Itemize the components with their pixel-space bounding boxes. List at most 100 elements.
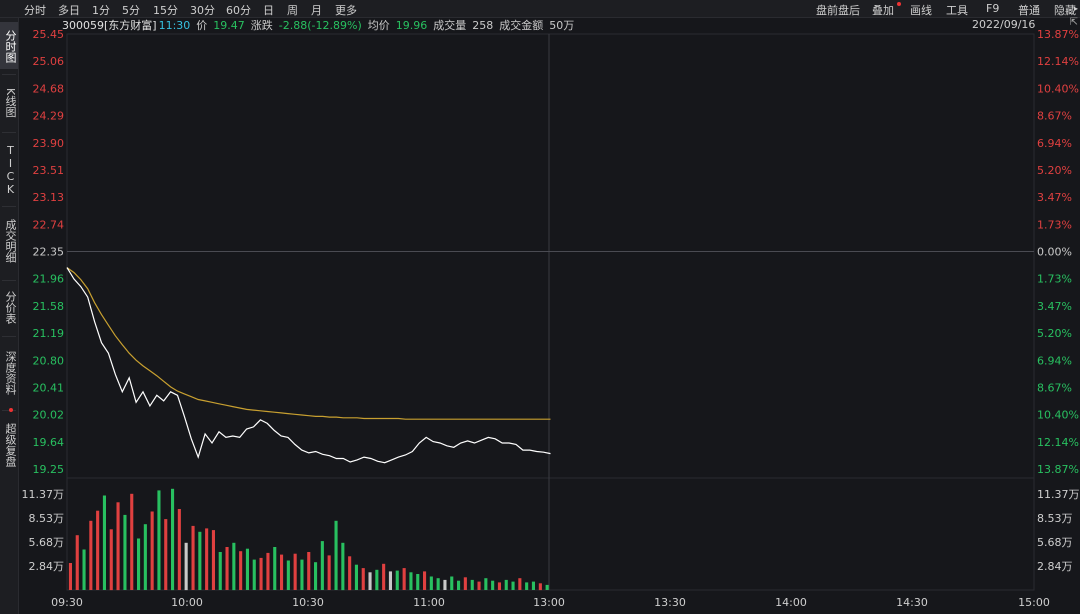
toolbar-item-hide[interactable]: 隐藏 [1054,4,1076,17]
sidebar-item-kline[interactable]: K线图 [4,88,17,118]
volume-bar [300,559,304,590]
toolbar-item-60min[interactable]: 60分 [226,4,251,17]
volume-bar [477,581,481,590]
sidebar-item-super-replay[interactable]: 超级复盘 [4,423,17,467]
volume-bar [307,552,311,590]
toolbar-item-draw[interactable]: 画线 [910,4,932,17]
volume-bar [484,578,488,590]
avg-label: 均价 [367,19,390,32]
volume-bar [368,572,372,590]
toolbar-item-prepost[interactable]: 盘前盘后 [816,4,860,17]
volume-bar [239,551,243,590]
expand-icon[interactable]: ⇱ [1069,17,1078,28]
volume-bar [361,568,365,590]
toolbar-item-f9[interactable]: F9 [986,2,1000,15]
volume-bar [96,510,100,590]
y-tick-left: 23.90 [33,137,65,150]
chevron-right-icon[interactable]: ▸ [1074,4,1079,13]
price-line [66,267,551,464]
y-tick-left: 21.58 [33,300,65,313]
y-tick-right: 5.20% [1037,164,1072,177]
volume-bar [218,552,222,590]
volume-bar [545,584,549,590]
sidebar-item-tick[interactable]: TICK [4,144,17,196]
toolbar-item-overlay[interactable]: 叠加 [872,4,894,17]
toolbar-item-30min[interactable]: 30分 [190,4,215,17]
y-tick-left: 20.80 [33,354,65,367]
volume-bar [436,578,440,590]
volume-tick-right: 5.68万 [1037,536,1073,549]
volume-bar [109,529,113,591]
volume-bar [205,528,209,590]
volume-bar [354,564,358,590]
toolbar-item-5min[interactable]: 5分 [122,4,140,17]
volume-bar [504,579,508,590]
volume-bar [531,581,535,590]
volume-bar [102,495,106,590]
volume-bar [388,571,392,590]
volume-bar [266,552,270,590]
volume-bar [137,538,141,590]
x-tick: 09:30 [51,596,83,609]
y-tick-left: 22.35 [33,246,65,259]
volume-bar [225,547,229,590]
y-tick-right: 3.47% [1037,300,1072,313]
sidebar-item-price-table[interactable]: 分价表 [4,290,17,324]
volume-tick-right: 2.84万 [1037,560,1073,573]
y-tick-left: 21.96 [33,273,65,286]
y-tick-right: 10.40% [1037,409,1079,422]
volume-bar [409,572,413,590]
volume-bar [143,524,147,590]
toolbar-item-timeshare[interactable]: 分时 [24,4,46,17]
toolbar-item-week[interactable]: 周 [287,4,298,17]
volume-tick-right: 8.53万 [1037,512,1073,525]
volume-bar [280,554,284,590]
toolbar-item-tools[interactable]: 工具 [946,4,968,17]
volume-tick-left: 8.53万 [29,512,65,525]
y-tick-right: 8.67% [1037,381,1072,394]
volume-bar [89,520,93,590]
y-tick-left: 25.45 [33,28,65,41]
volume-tick-left: 5.68万 [29,536,65,549]
sidebar-item-timeshare[interactable]: 分时图 [0,22,18,69]
avg-price-line [66,267,551,420]
sidebar-item-deep-data[interactable]: 深度资料 [4,351,17,395]
y-tick-left: 24.29 [33,110,65,123]
toolbar-item-1min[interactable]: 1分 [92,4,110,17]
x-tick: 14:00 [775,596,807,609]
volume-bar [130,493,134,590]
volume-bar [171,488,175,591]
toolbar-item-multiday[interactable]: 多日 [58,4,80,17]
toolbar-item-month[interactable]: 月 [311,4,322,17]
volume-bar [177,509,181,590]
volume-label: 成交量 [433,19,467,32]
volume-bar [191,525,195,590]
volume-bar [429,576,433,590]
toolbar-item-day[interactable]: 日 [263,4,274,17]
y-tick-right: 6.94% [1037,354,1072,367]
x-tick: 11:00 [413,596,445,609]
y-tick-left: 20.41 [33,381,65,394]
replay-badge [9,408,13,412]
amount-label: 成交金额 [499,19,544,32]
toolbar-item-more[interactable]: 更多 [335,4,357,17]
y-tick-left: 19.64 [33,436,65,449]
volume-bar [375,569,379,591]
volume-bar [457,580,461,590]
price-value: 19.47 [213,19,245,32]
quote-time: 11:30 [158,19,191,32]
x-tick: 13:30 [654,596,686,609]
y-tick-left: 23.51 [33,164,65,177]
y-tick-right: 6.94% [1037,137,1072,150]
change-value: -2.88(-12.89%) [278,19,362,32]
volume-bar [491,580,495,590]
volume-bar [320,541,324,590]
volume-bar [327,555,331,590]
y-tick-right: 10.40% [1037,82,1079,95]
toolbar-item-15min[interactable]: 15分 [153,4,178,17]
volume-bar [211,530,215,590]
toolbar-item-normal[interactable]: 普通 [1018,4,1040,17]
volume-bar [82,549,86,590]
volume-bar [123,514,127,590]
sidebar-item-trade-detail[interactable]: 成交明细 [4,219,17,263]
